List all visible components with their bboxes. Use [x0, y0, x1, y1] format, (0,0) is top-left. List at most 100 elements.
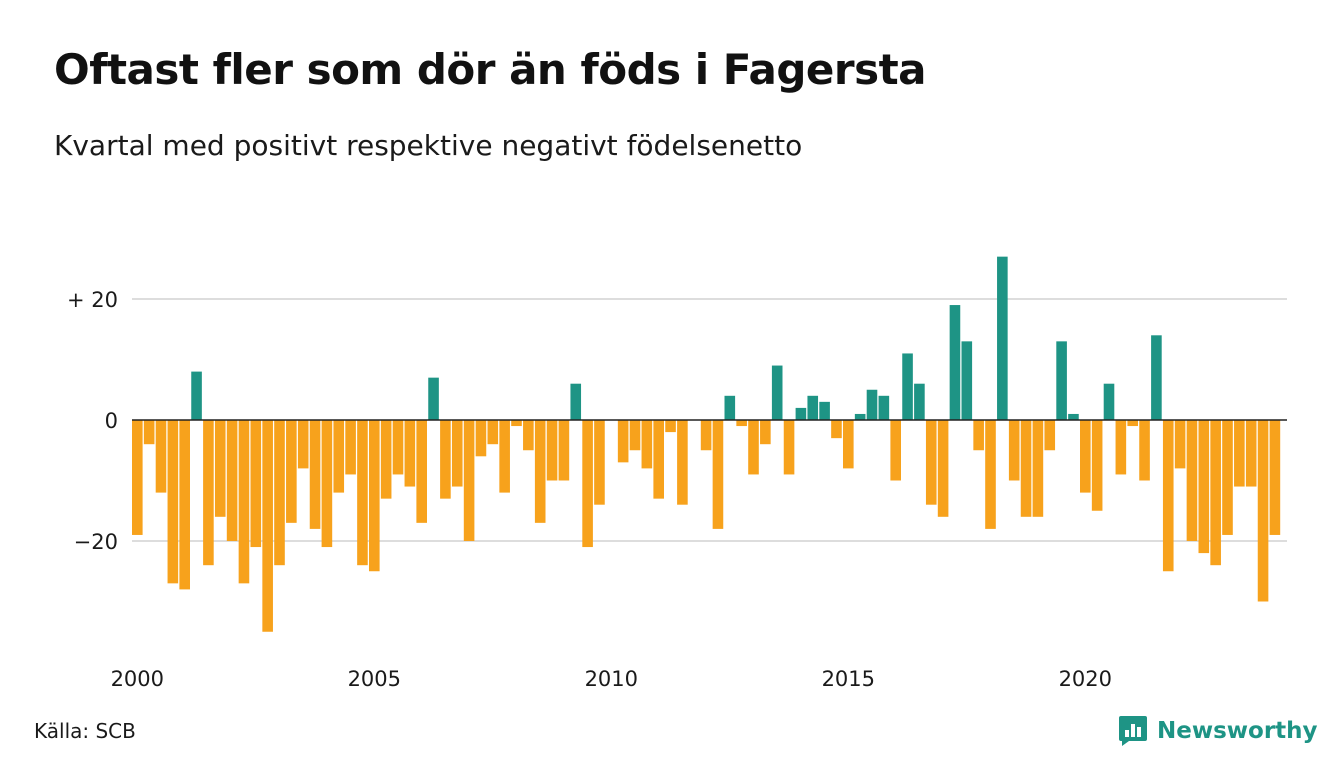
bar	[582, 420, 593, 548]
bar	[380, 420, 392, 499]
bar	[250, 420, 262, 548]
bar	[1162, 420, 1174, 572]
bars	[132, 256, 1281, 632]
bar	[570, 383, 582, 420]
bar	[914, 383, 925, 420]
bar	[132, 420, 143, 535]
bar	[1032, 420, 1044, 517]
bar	[333, 420, 345, 493]
bar	[724, 395, 736, 420]
bar	[641, 420, 653, 469]
bar	[890, 420, 901, 481]
bar	[819, 401, 830, 420]
bar	[357, 420, 368, 566]
bar	[428, 377, 439, 420]
bar	[831, 420, 842, 439]
bar	[463, 420, 475, 541]
bar	[392, 420, 404, 475]
bar	[1245, 420, 1257, 487]
brand-name: Newsworthy	[1157, 718, 1318, 744]
bar	[546, 420, 558, 481]
bar	[1020, 420, 1032, 517]
bar	[783, 420, 795, 475]
bar	[949, 305, 961, 420]
x-axis-ticks: 2000 2005 2010 2015 2020	[111, 667, 1112, 691]
y-tick-label: −20	[74, 530, 118, 554]
bar	[404, 420, 416, 487]
bar	[179, 420, 190, 590]
bar	[736, 420, 747, 427]
bar	[843, 420, 854, 469]
bar	[511, 420, 522, 427]
bar	[771, 365, 783, 420]
bar	[760, 420, 771, 445]
bar	[677, 420, 688, 505]
bar	[1103, 383, 1115, 420]
bar	[499, 420, 510, 493]
bar	[700, 420, 712, 451]
bar	[1234, 420, 1245, 487]
x-tick-label: 2015	[822, 667, 875, 691]
bar	[854, 413, 866, 420]
bar	[1257, 420, 1269, 602]
bar	[309, 420, 321, 529]
bar	[167, 420, 179, 584]
bar	[345, 420, 356, 475]
bar	[321, 420, 333, 548]
x-tick-label: 2000	[111, 667, 164, 691]
bar	[369, 420, 380, 572]
bar	[1080, 420, 1091, 493]
bar	[203, 420, 214, 566]
bar	[155, 420, 167, 493]
bar	[451, 420, 463, 487]
bar	[416, 420, 427, 523]
bar	[629, 420, 641, 451]
bar	[1151, 335, 1162, 420]
bar	[712, 420, 724, 529]
bar	[1222, 420, 1233, 535]
bar	[665, 420, 676, 433]
bar	[1008, 420, 1020, 481]
bar	[534, 420, 546, 523]
bar	[558, 420, 570, 481]
bar	[961, 341, 973, 420]
bar	[748, 420, 759, 475]
bar	[973, 420, 984, 451]
bar	[274, 420, 285, 566]
bar	[143, 420, 155, 445]
bar	[475, 420, 487, 457]
bar	[226, 420, 238, 541]
chart-subtitle: Kvartal med positivt respektive negativt…	[54, 129, 803, 162]
bar	[1139, 420, 1150, 481]
bar	[1091, 420, 1103, 511]
newsworthy-logo-icon	[1119, 716, 1147, 746]
bar	[1174, 420, 1186, 469]
bar	[985, 420, 996, 529]
bar	[997, 256, 1008, 420]
bar	[594, 420, 605, 505]
bar	[1068, 413, 1079, 420]
y-axis-ticks: + 20 0 −20	[67, 288, 118, 554]
source-note: Källa: SCB	[34, 719, 136, 743]
bar	[807, 395, 819, 420]
bar	[238, 420, 250, 584]
bar	[487, 420, 499, 445]
bar	[1056, 341, 1067, 420]
bar	[286, 420, 297, 523]
x-tick-label: 2020	[1059, 667, 1112, 691]
bar	[1115, 420, 1127, 475]
y-tick-label: + 20	[67, 288, 118, 312]
bar	[214, 420, 226, 517]
bar	[297, 420, 309, 469]
bar	[440, 420, 451, 499]
bar-chart: + 20 0 −20 2000 2005 2010 2015 2020	[67, 256, 1287, 691]
x-tick-label: 2005	[348, 667, 401, 691]
x-tick-label: 2010	[585, 667, 638, 691]
bar	[1198, 420, 1210, 554]
bar	[937, 420, 949, 517]
y-tick-label: 0	[105, 409, 118, 433]
bar	[902, 353, 913, 420]
bar	[878, 395, 890, 420]
chart-title: Oftast fler som dör än föds i Fagersta	[54, 45, 927, 94]
bar	[1044, 420, 1056, 451]
